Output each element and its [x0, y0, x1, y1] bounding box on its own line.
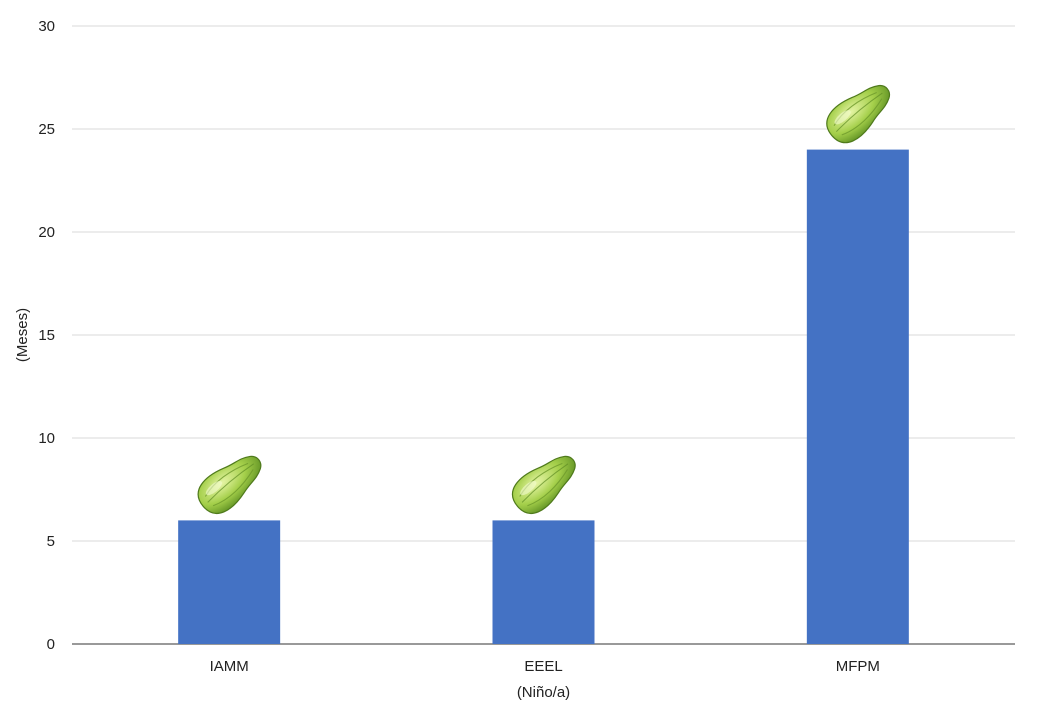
y-tick-label: 25	[38, 121, 55, 138]
y-tick-label: 0	[47, 636, 55, 653]
y-tick-label: 15	[38, 327, 55, 344]
x-axis-title: (Niño/a)	[517, 684, 570, 701]
y-tick-label: 5	[47, 533, 55, 550]
y-axis-title: (Meses)	[14, 308, 31, 362]
bars	[178, 149, 909, 644]
chayote-icon	[826, 85, 891, 144]
bar	[492, 520, 595, 644]
bar	[806, 149, 909, 644]
y-axis-ticks: 0 5 10 15 20 25 30	[38, 18, 55, 653]
bar-markers	[197, 85, 891, 514]
y-tick-label: 30	[38, 18, 55, 35]
chayote-icon	[197, 455, 262, 514]
x-axis-ticks: IAMM EEEL MFPM	[210, 658, 880, 675]
x-tick-label: IAMM	[210, 658, 249, 675]
x-tick-label: EEEL	[524, 658, 562, 675]
bar	[178, 520, 281, 644]
chayote-icon	[511, 455, 576, 514]
y-tick-label: 10	[38, 430, 55, 447]
y-tick-label: 20	[38, 224, 55, 241]
x-tick-label: MFPM	[836, 658, 880, 675]
